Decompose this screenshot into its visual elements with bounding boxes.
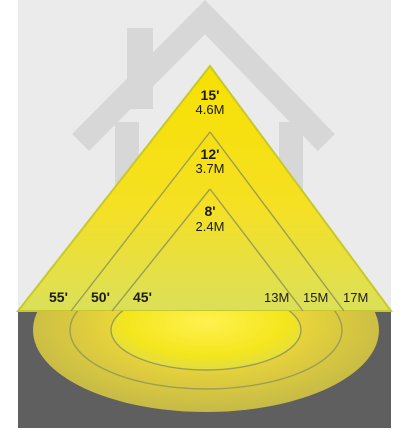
height-3-7m-label: 3.7M <box>196 161 225 176</box>
diameter-17m-label: 17M <box>343 290 368 305</box>
beam-angle-50-label: 50' <box>91 289 110 305</box>
height-8ft-label: 8' <box>204 203 215 219</box>
height-2-4m-label: 2.4M <box>196 219 225 234</box>
height-15ft-label: 15' <box>201 87 220 103</box>
beam-angle-labels: 55' 50' 45' <box>49 289 152 305</box>
height-labels: 15' 4.6M 12' 3.7M 8' 2.4M <box>196 87 225 234</box>
ground-light-pool <box>33 311 379 412</box>
beam-angle-55-label: 55' <box>49 289 68 305</box>
diameter-15m-label: 15M <box>303 290 328 305</box>
diameter-13m-label: 13M <box>264 290 289 305</box>
coverage-lines <box>70 131 345 312</box>
diameter-labels: 13M 15M 17M <box>264 290 368 305</box>
height-4-6m-label: 4.6M <box>196 102 225 117</box>
beam-angle-45-label: 45' <box>133 289 152 305</box>
height-12ft-label: 12' <box>201 146 220 162</box>
